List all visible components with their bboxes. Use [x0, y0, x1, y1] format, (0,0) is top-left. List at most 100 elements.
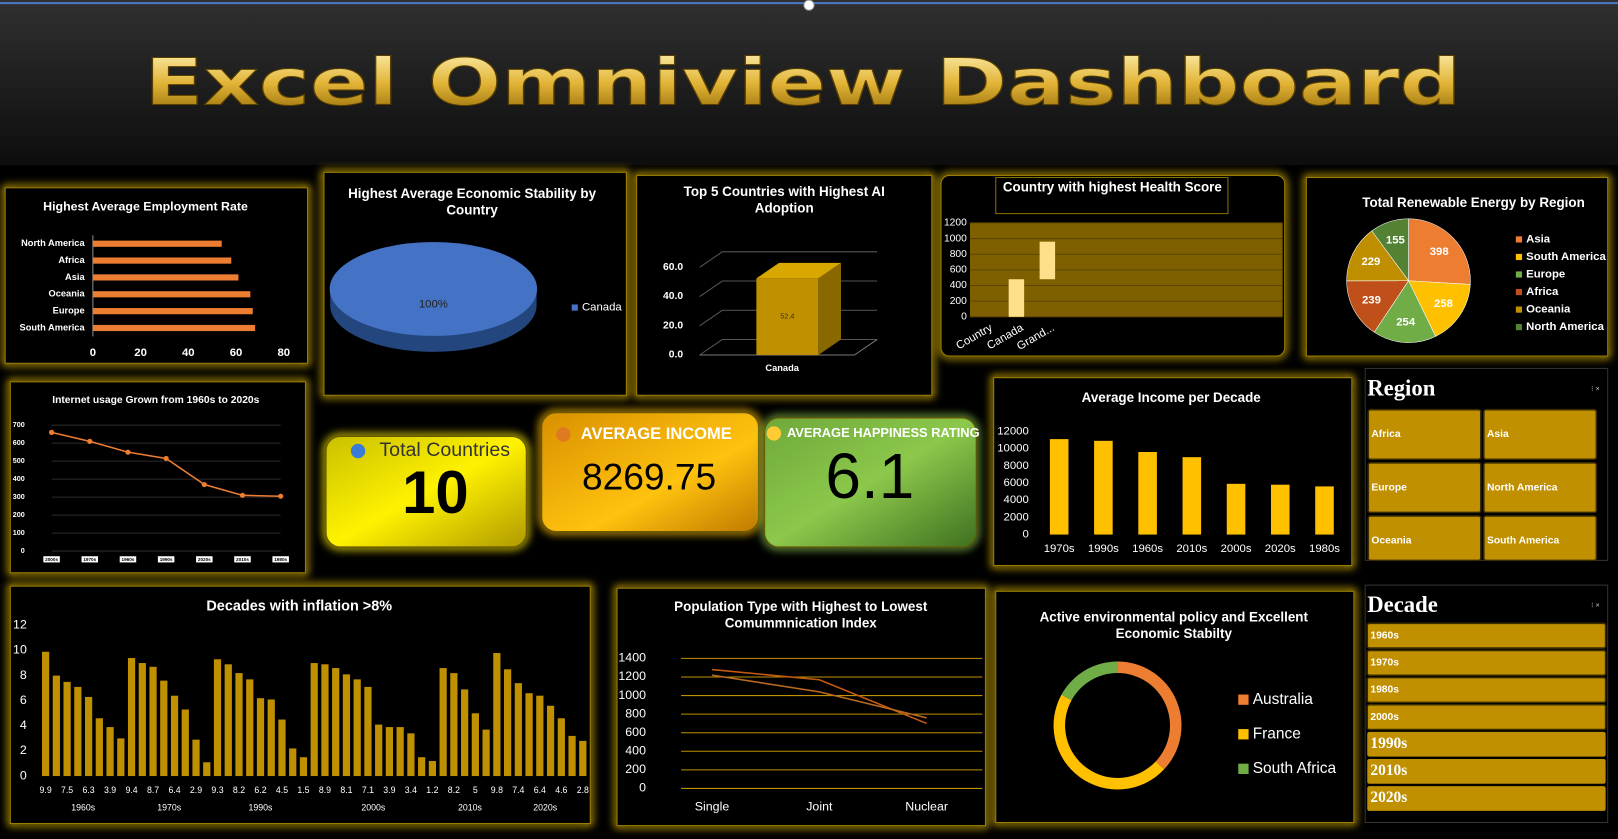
- grid-line: [699, 251, 878, 268]
- slicer-item-label[interactable]: 2010s: [1370, 762, 1407, 779]
- bar: [1008, 279, 1025, 317]
- bar: [92, 274, 239, 281]
- bar: [1182, 457, 1202, 535]
- x-tick-label: Single: [695, 799, 730, 813]
- slicer-item-label[interactable]: 2020s: [1370, 789, 1407, 806]
- x-tick-label: Canada: [765, 363, 799, 373]
- x-group-label: 1960s: [71, 802, 95, 812]
- x-tick-label: 2010s: [1176, 543, 1207, 555]
- slicer-item[interactable]: [1367, 759, 1606, 784]
- y-tick-label: 60.0: [663, 262, 683, 273]
- bar: [364, 686, 372, 777]
- kpi-label: Total Countries: [379, 439, 510, 461]
- y-tick-label: 600: [13, 438, 25, 447]
- category-label: North America: [21, 238, 85, 248]
- bar: [1094, 440, 1113, 535]
- bar-side: [818, 262, 841, 356]
- panel: [616, 587, 986, 827]
- x-tick-box: [119, 556, 137, 563]
- slicer-item[interactable]: [1367, 408, 1482, 461]
- line-point: [125, 449, 131, 455]
- slicer-item-label[interactable]: Oceania: [1371, 535, 1411, 546]
- frame-handle: [803, 0, 815, 11]
- doughnut-slice: [1117, 661, 1182, 770]
- chart-title-box: Highest Average Economic Stability by Co…: [348, 186, 596, 218]
- bar: [246, 679, 254, 777]
- slicer-item[interactable]: [1366, 649, 1607, 676]
- slicer-item-label[interactable]: 2000s: [1370, 712, 1399, 723]
- slicer-item-label[interactable]: Asia: [1487, 429, 1509, 440]
- slicer-item-label[interactable]: 1980s: [1370, 685, 1399, 696]
- x-group-label: 2020s: [533, 802, 557, 812]
- legend-swatch: [1515, 253, 1523, 261]
- panel: [9, 381, 306, 574]
- slicer-item[interactable]: [1483, 408, 1598, 461]
- kpi-icon: [350, 443, 366, 459]
- x-tick-box: [272, 556, 289, 563]
- x-tick-label: 2.8: [577, 785, 589, 795]
- x-tick-label: 7.1: [362, 785, 374, 795]
- bar: [546, 705, 555, 777]
- bar: [52, 675, 60, 777]
- legend-swatch: [1238, 729, 1249, 740]
- slicer-item[interactable]: [1367, 731, 1606, 757]
- bar: [568, 735, 576, 777]
- y-tick-label: 0: [20, 768, 27, 782]
- slicer-item-label[interactable]: Europe: [1371, 482, 1407, 493]
- y-tick-label: 0: [1022, 529, 1028, 541]
- slicer-item-label[interactable]: South America: [1487, 535, 1560, 546]
- slicer-item[interactable]: [1366, 622, 1607, 649]
- pie-slice: [1371, 218, 1409, 282]
- bar: [192, 739, 200, 777]
- slicer-item[interactable]: [1366, 676, 1607, 704]
- x-group-label: 1970s: [157, 802, 181, 812]
- slicer-item-label[interactable]: North America: [1487, 482, 1558, 493]
- slicer-tools: ⁝ ×: [1591, 601, 1600, 610]
- y-tick-label: 1400: [618, 651, 646, 665]
- bar: [471, 713, 479, 777]
- slicer-item-label[interactable]: 1990s: [1370, 735, 1407, 752]
- bar: [203, 762, 211, 777]
- bar: [42, 651, 50, 777]
- slicer-item-label[interactable]: 1970s: [1370, 658, 1399, 669]
- y-tick-label: 2000: [1004, 511, 1029, 523]
- bar: [1039, 241, 1056, 280]
- bar: [756, 278, 819, 356]
- slicer-item[interactable]: [1366, 703, 1607, 731]
- slicer-item[interactable]: [1483, 462, 1598, 514]
- x-tick-label: 2020s: [1265, 543, 1296, 555]
- bar: [1049, 439, 1069, 535]
- slicer-item[interactable]: [1483, 515, 1598, 562]
- x-group-label: 2000s: [361, 802, 385, 812]
- kpi-value: 8269.75: [582, 456, 716, 498]
- bar: [1138, 452, 1157, 535]
- slicer-item[interactable]: [1367, 515, 1482, 562]
- chart-title: Decades with inflation >8%: [206, 599, 392, 615]
- y-tick-label: 500: [13, 456, 25, 465]
- bar: [149, 666, 157, 777]
- slicer-item[interactable]: [1367, 462, 1482, 514]
- bar: [235, 673, 243, 777]
- legend-swatch: [1515, 306, 1523, 313]
- y-tick-label: 1200: [944, 218, 967, 229]
- x-tick-label: 1.5: [297, 785, 309, 795]
- bar: [289, 748, 297, 777]
- x-tick-label: 80: [277, 347, 290, 359]
- slicer-item-label[interactable]: 1960s: [1370, 630, 1399, 641]
- chart-title: Active environmental policy and Excellen…: [1039, 608, 1308, 641]
- x-tick-label: 6.4: [534, 785, 546, 795]
- bar-top: [756, 262, 841, 279]
- bar: [385, 727, 394, 777]
- bar: [1315, 486, 1334, 535]
- kpi-card: [325, 436, 527, 548]
- slicer-item-label[interactable]: Africa: [1371, 429, 1400, 440]
- chart-title-box: Population Type with Highest to Lowest C…: [674, 599, 927, 631]
- x-tick-label: 9.9: [40, 785, 52, 795]
- y-tick-label: 1200: [618, 669, 646, 683]
- category-label: South America: [20, 322, 86, 332]
- legend-label: Canada: [582, 302, 622, 314]
- legend-label: Australia: [1253, 691, 1314, 708]
- bar: [224, 664, 232, 777]
- slicer-item[interactable]: [1367, 786, 1606, 811]
